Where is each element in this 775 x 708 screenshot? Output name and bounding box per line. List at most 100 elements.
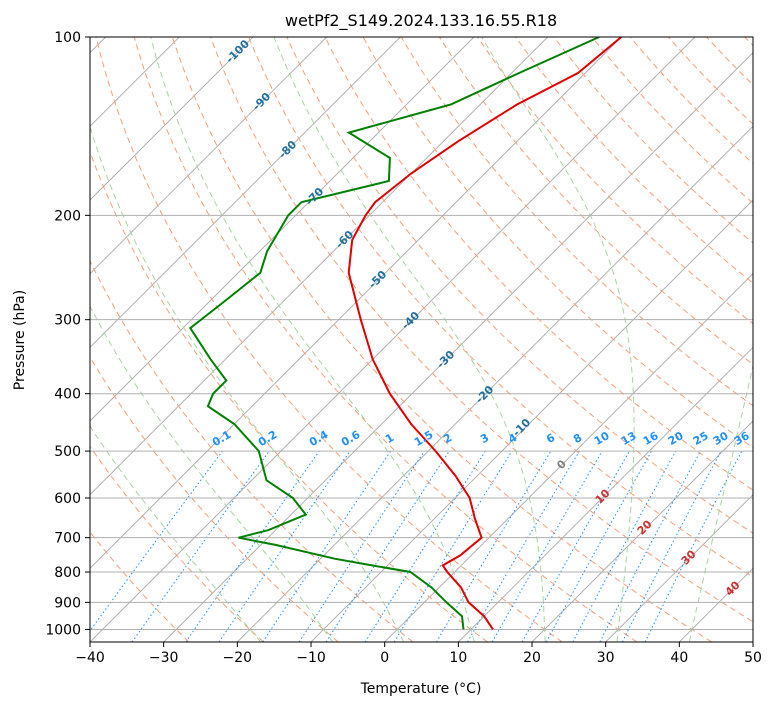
isotherm-line	[90, 37, 549, 496]
mixing-ratio-label: 30	[711, 429, 731, 448]
moist-adiabat-label: 20	[635, 517, 655, 537]
mixing-ratio-label: 0.1	[210, 428, 233, 449]
y-tick-label: 900	[54, 595, 81, 611]
x-tick-label: −10	[296, 650, 326, 666]
dry-adiabat-label: -100	[223, 37, 252, 66]
isotherm-line	[310, 199, 753, 642]
dry-adiabat-line	[770, 24, 775, 642]
mixing-ratio-line	[521, 450, 630, 642]
x-tick-label: 0	[380, 650, 389, 666]
moist-adiabat-line	[90, 305, 334, 642]
moist-adiabat-line	[481, 37, 635, 642]
dry-adiabat-line	[90, 356, 339, 642]
moist-adiabat-line	[150, 37, 475, 642]
y-tick-label: 400	[54, 387, 81, 403]
isotherm-line	[90, 37, 328, 275]
dry-adiabat-line	[90, 150, 488, 642]
x-tick-label: 40	[670, 650, 688, 666]
mixing-ratio-label: 1	[383, 431, 396, 446]
isotherm-line	[605, 493, 753, 642]
dry-adiabat-line	[209, 37, 753, 623]
x-tick-label: −40	[75, 650, 105, 666]
mixing-ratio-line	[90, 450, 223, 632]
isotherm-line	[90, 37, 402, 349]
chart-title: wetPf2_S149.2024.133.16.55.R18	[285, 11, 557, 31]
mixing-ratio-label: 13	[619, 429, 639, 448]
dry-adiabat-line	[286, 37, 753, 534]
moist-adiabat-line	[688, 363, 753, 642]
mixing-ratio-line	[644, 450, 743, 642]
dry-adiabat-label: -50	[366, 268, 389, 291]
mixing-ratio-label: 0.2	[256, 428, 279, 449]
dry-adiabat-line	[438, 37, 753, 366]
y-tick-label: 600	[54, 491, 81, 507]
mixing-ratio-line	[298, 450, 425, 642]
x-tick-label: 10	[449, 650, 467, 666]
moist-adiabat-label: 30	[679, 547, 699, 567]
mixing-ratio-line	[572, 450, 677, 642]
moist-adiabat-line	[273, 37, 546, 642]
isotherm-line	[236, 125, 753, 642]
temperature-line	[347, 37, 622, 630]
mixing-ratio-line	[435, 450, 552, 642]
mixing-ratio-label: 3	[478, 431, 491, 446]
dry-adiabat-line	[744, 37, 753, 47]
isotherm-line	[457, 346, 753, 642]
mixing-ratio-line	[131, 450, 270, 642]
y-tick-label: 200	[54, 208, 81, 224]
mixing-ratio-line	[262, 450, 392, 642]
dry-adiabat-line	[362, 37, 753, 449]
x-axis: −40 −30 −20 −10 0 10 20 30 40 50	[75, 642, 762, 666]
series-group	[188, 37, 622, 630]
mixing-ratio-label: 25	[691, 429, 711, 448]
y-axis: 100 200 300 400 500 600 700 800 900 1000	[45, 30, 90, 638]
grid	[90, 37, 753, 630]
isotherm-line	[90, 37, 181, 128]
isotherm-line	[384, 272, 753, 642]
x-tick-label: −30	[149, 650, 179, 666]
mixing-ratio-label: 16	[641, 429, 661, 448]
y-tick-label: 1000	[45, 622, 81, 638]
dry-adiabat-line	[705, 37, 753, 86]
dry-adiabat-line	[90, 531, 190, 642]
dry-adiabat-line	[90, 445, 264, 642]
mixing-ratio-line	[393, 450, 513, 642]
dry-adiabat-line	[90, 259, 414, 642]
mixing-ratio-label: 0.4	[307, 428, 331, 449]
x-axis-title: Temperature (°C)	[360, 681, 482, 697]
mixing-ratio-line	[545, 450, 653, 642]
mixing-ratio-line	[218, 450, 351, 642]
mixing-ratio-label: 2	[441, 431, 454, 446]
y-tick-label: 100	[54, 30, 81, 46]
y-tick-label: 500	[54, 444, 81, 460]
dry-adiabat-line	[133, 37, 638, 642]
dry-adiabat-line	[248, 37, 753, 578]
mixing-ratio-line	[467, 450, 580, 642]
isotherm-line	[163, 51, 753, 642]
moist-adiabat-line	[762, 37, 775, 642]
mixing-ratio-line	[185, 450, 320, 642]
plot-frame	[89, 36, 754, 643]
mixing-ratio-line	[325, 450, 450, 642]
mixing-ratio-line	[364, 450, 486, 642]
dewpoint-line	[188, 37, 600, 630]
y-tick-label: 300	[54, 313, 81, 329]
background-lines	[90, 24, 775, 642]
y-axis-title: Pressure (hPa)	[12, 290, 28, 390]
dry-adiabat-line	[667, 37, 753, 125]
isotherm-line	[90, 37, 623, 570]
x-tick-label: −20	[223, 650, 253, 666]
mixing-ratio-line	[599, 450, 701, 642]
y-tick-label: 800	[54, 565, 81, 581]
isotherm-line	[752, 641, 753, 642]
x-tick-label: 30	[597, 650, 615, 666]
isotherm-line	[90, 37, 696, 642]
isotherm-line	[90, 37, 475, 422]
dry-adiabat-line	[591, 37, 753, 204]
dry-adiabat-line	[400, 37, 753, 407]
x-tick-label: 50	[744, 650, 762, 666]
moist-adiabat-line	[90, 425, 262, 642]
y-tick-label: 700	[54, 531, 81, 547]
